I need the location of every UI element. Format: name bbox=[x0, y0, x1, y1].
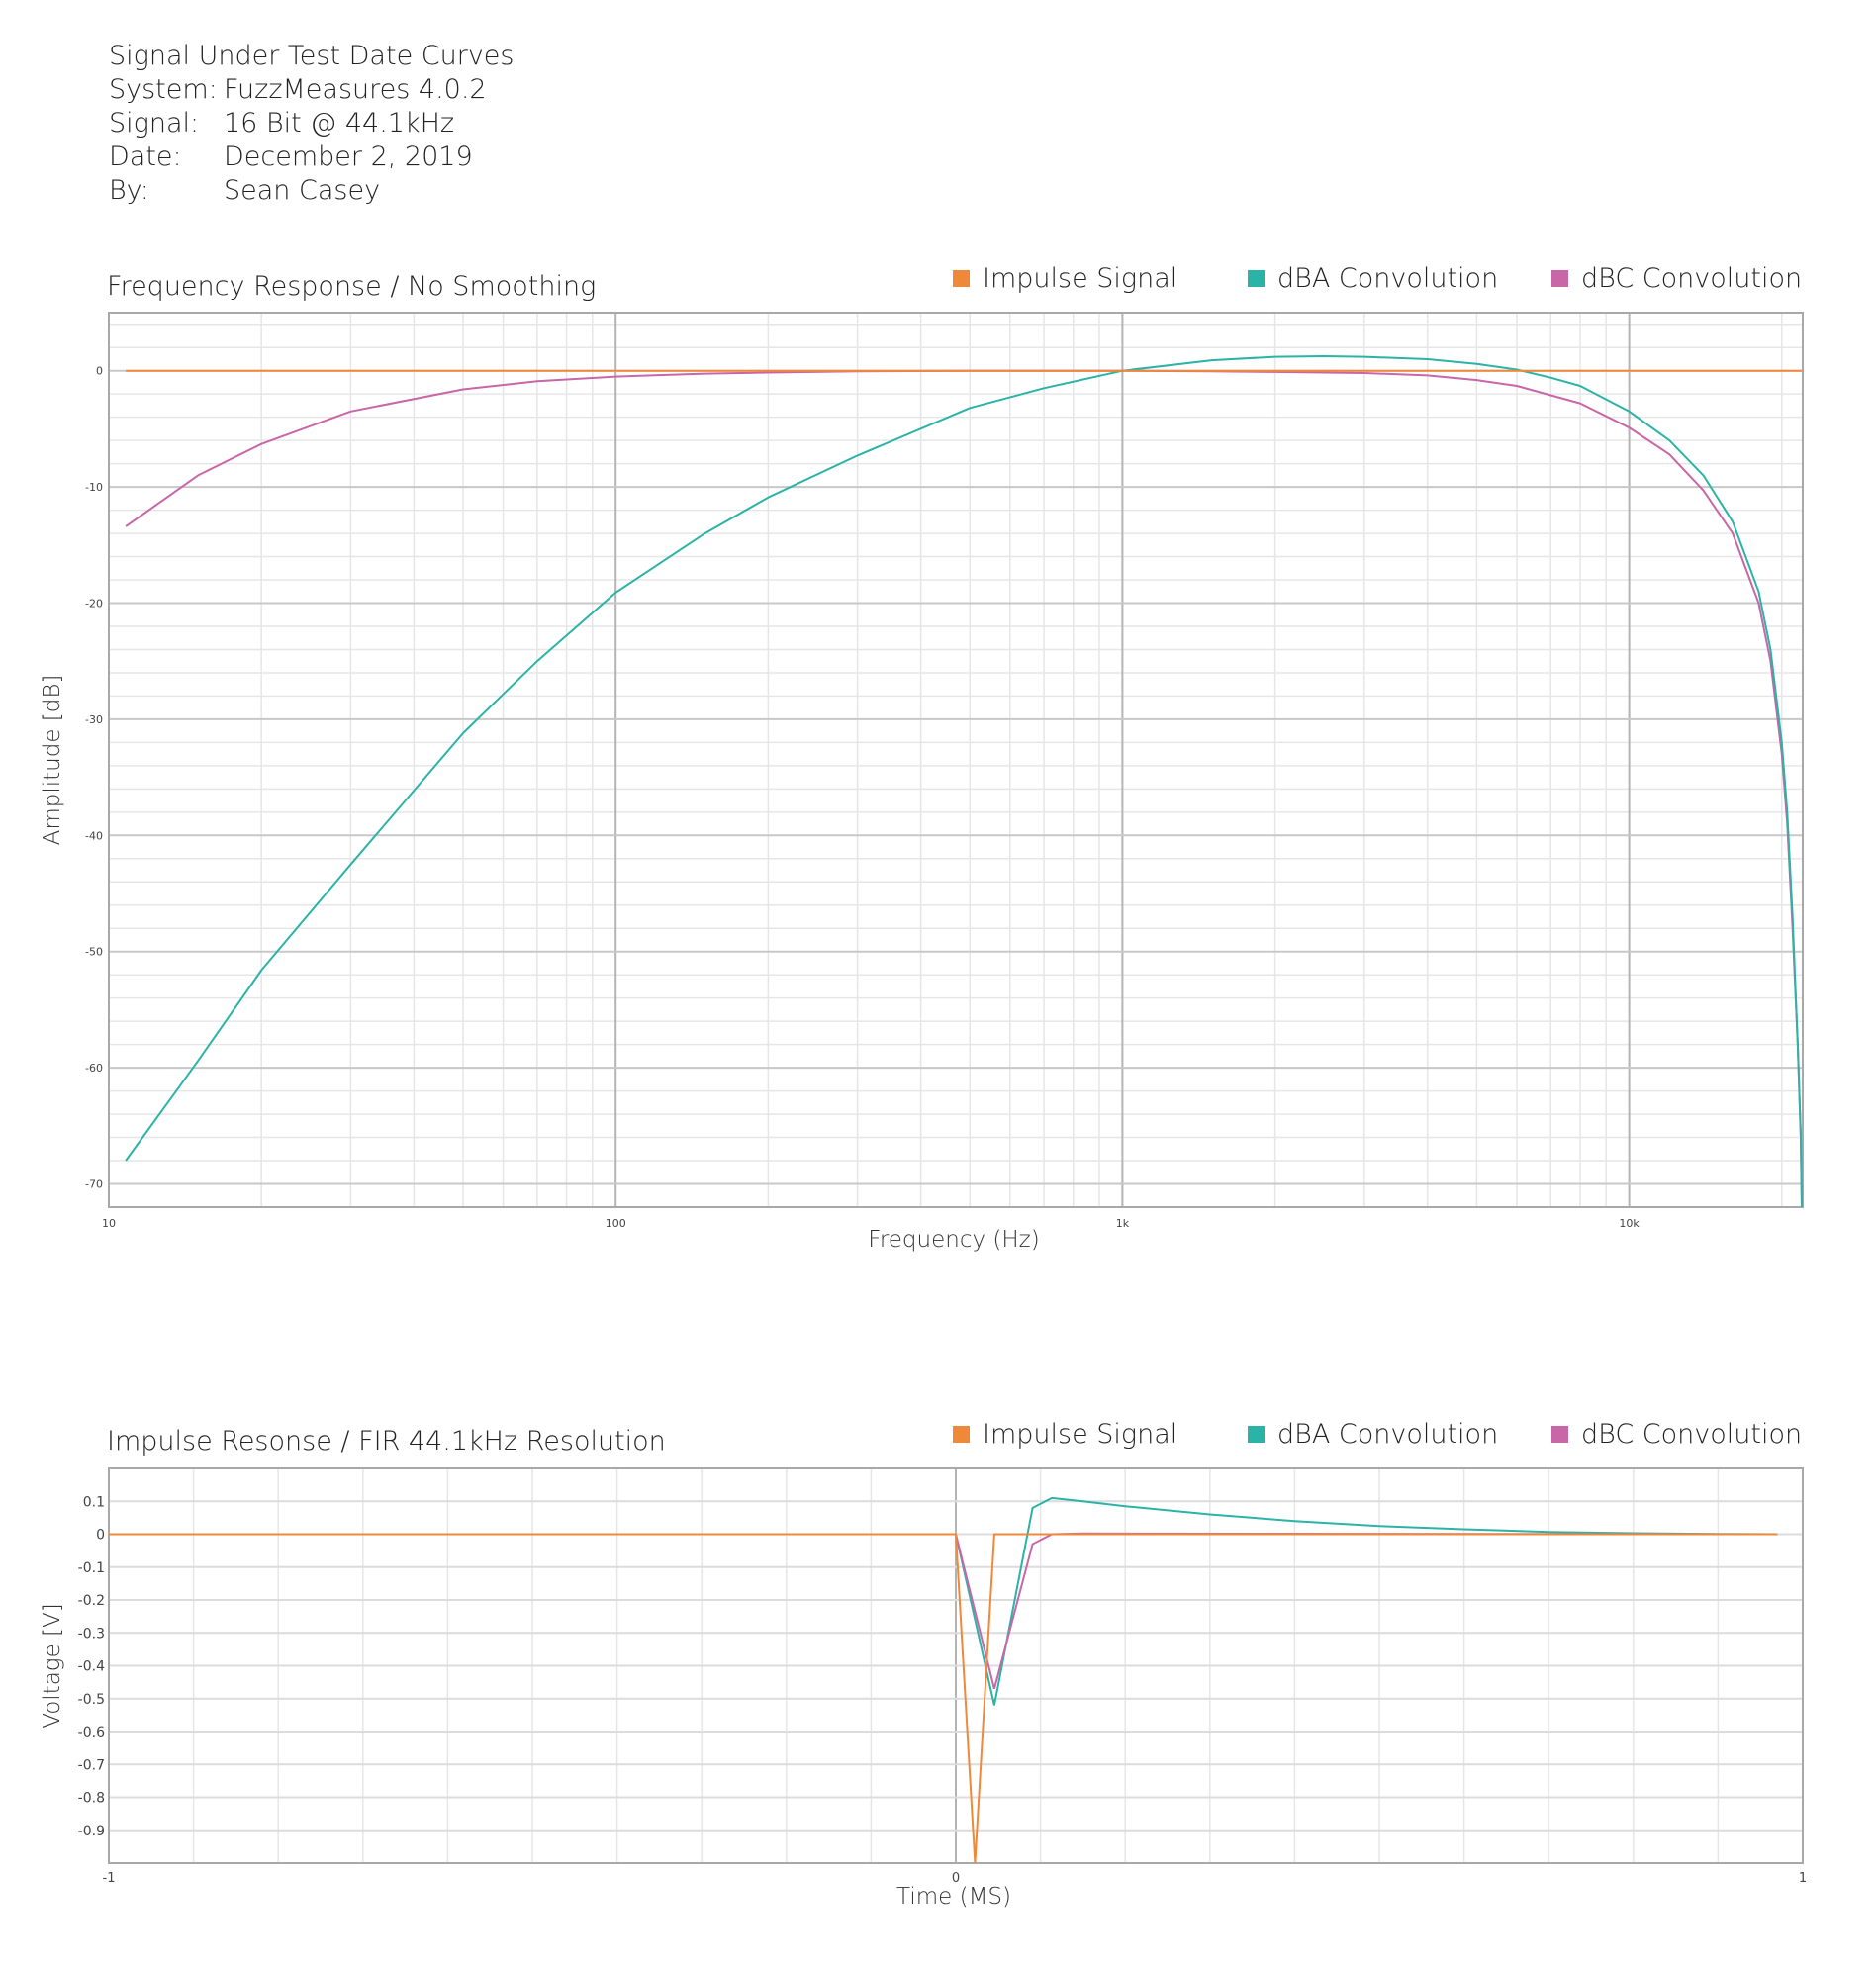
y-tick-label: -40 bbox=[85, 829, 103, 842]
signal-row: Signal: 16 Bit @ 44.1kHz bbox=[109, 107, 514, 141]
legend-label-dba-convolution: dBA Convolution bbox=[1277, 263, 1498, 294]
series-group bbox=[109, 1496, 1778, 1864]
grid bbox=[109, 1468, 1803, 1863]
series-line-impulse-signal bbox=[109, 1533, 1778, 1864]
x-tick-label: -1 bbox=[103, 1871, 116, 1886]
x-tick-label: 100 bbox=[606, 1217, 626, 1230]
tick-labels: 0 -10 -20 -30 -40 -50 -60 -70 10 100 1k 10k bbox=[85, 365, 1640, 1230]
x-axis-label: Time (MS) bbox=[896, 1884, 1011, 1910]
by-row: By: Sean Casey bbox=[109, 174, 514, 208]
x-tick-label: 1k bbox=[1116, 1217, 1130, 1230]
date-label: Date: bbox=[109, 141, 182, 172]
date-value: December 2, 2019 bbox=[224, 141, 473, 172]
y-tick-label: -0.9 bbox=[78, 1824, 105, 1839]
y-tick-label: -0.2 bbox=[78, 1593, 105, 1609]
y-tick-label: -0.3 bbox=[78, 1626, 105, 1642]
y-tick-label: -0.6 bbox=[78, 1725, 105, 1740]
by-value: Sean Casey bbox=[224, 175, 381, 206]
legend-swatch-impulse-signal bbox=[953, 1426, 970, 1443]
legend-label-impulse-signal: Impulse Signal bbox=[983, 263, 1177, 294]
series-line-dba-convolution bbox=[109, 1496, 1778, 1706]
y-tick-label: -60 bbox=[85, 1062, 103, 1075]
signal-value: 16 Bit @ 44.1kHz bbox=[224, 108, 455, 139]
legend-label-dbc-convolution: dBC Convolution bbox=[1581, 263, 1802, 294]
series-line-dbc-convolution bbox=[125, 369, 1803, 1208]
series-group bbox=[125, 355, 1803, 1208]
legend-swatch-impulse-signal bbox=[953, 270, 970, 287]
y-tick-label: -0.8 bbox=[78, 1791, 105, 1807]
plot-frame bbox=[108, 312, 1804, 1208]
date-row: Date: December 2, 2019 bbox=[109, 141, 514, 174]
legend-swatch-dba-convolution bbox=[1248, 270, 1265, 287]
report-title-text: Signal Under Test Date Curves bbox=[109, 41, 515, 71]
legend-label-dbc-convolution: dBC Convolution bbox=[1581, 1419, 1802, 1450]
x-tick-label: 0 bbox=[952, 1871, 960, 1886]
legend-swatch-dba-convolution bbox=[1248, 1426, 1265, 1443]
x-tick-label: 10 bbox=[102, 1217, 116, 1230]
legend-swatch-dbc-convolution bbox=[1551, 1426, 1568, 1443]
series-line-dba-convolution bbox=[125, 355, 1803, 1208]
y-tick-label: -50 bbox=[85, 946, 103, 959]
signal-label: Signal: bbox=[109, 108, 200, 139]
tick-labels: 0.1 0 -0.1 -0.2 -0.3 -0.4 -0.5 -0.6 -0.7 -0.8 -0.9… bbox=[78, 1494, 1807, 1886]
legend: Impulse Signal dBA Convolution dBC Convolu… bbox=[953, 1419, 1802, 1450]
chart-2: 0.1 0 -0.1 -0.2 -0.3 -0.4 -0.5 -0.6 -0.7 -0.8 -0.9… bbox=[40, 1419, 1807, 1910]
chart-1: 0 -10 -20 -30 -40 -50 -60 -70 10 100 1k 10k Frequenc… bbox=[40, 263, 1804, 1253]
y-tick-label: -70 bbox=[85, 1178, 103, 1191]
y-tick-label: 0 bbox=[96, 1528, 105, 1544]
y-tick-label: -20 bbox=[85, 598, 103, 611]
x-tick-label: 10k bbox=[1619, 1217, 1640, 1230]
legend-label-impulse-signal: Impulse Signal bbox=[983, 1419, 1177, 1450]
legend-swatch-dbc-convolution bbox=[1551, 270, 1568, 287]
x-tick-label: 1 bbox=[1799, 1871, 1807, 1886]
y-tick-label: -0.7 bbox=[78, 1757, 105, 1773]
report-header: Signal Under Test Date Curves System: Fu… bbox=[109, 40, 514, 208]
chart-title: Impulse Resonse / FIR 44.1kHz Resolution bbox=[107, 1426, 666, 1456]
legend: Impulse Signal dBA Convolution dBC Convolu… bbox=[953, 263, 1802, 294]
chart-title: Frequency Response / No Smoothing bbox=[107, 271, 596, 302]
y-axis-label: Amplitude [dB] bbox=[40, 675, 65, 846]
by-label: By: bbox=[109, 175, 149, 206]
y-tick-label: 0 bbox=[96, 365, 103, 378]
system-label: System: bbox=[109, 74, 218, 105]
y-tick-label: -10 bbox=[85, 481, 103, 494]
legend-label-dba-convolution: dBA Convolution bbox=[1277, 1419, 1498, 1450]
y-tick-label: -30 bbox=[85, 713, 103, 726]
x-axis-label: Frequency (Hz) bbox=[868, 1227, 1039, 1253]
grid bbox=[109, 313, 1803, 1208]
y-tick-label: -0.4 bbox=[78, 1659, 105, 1675]
system-row: System: FuzzMeasures 4.0.2 bbox=[109, 73, 514, 107]
system-value: FuzzMeasures 4.0.2 bbox=[224, 74, 487, 105]
y-axis-label: Voltage [V] bbox=[40, 1603, 65, 1728]
report-title: Signal Under Test Date Curves bbox=[109, 40, 514, 73]
y-tick-label: -0.1 bbox=[78, 1560, 105, 1576]
y-tick-label: -0.5 bbox=[78, 1692, 105, 1708]
plot-frame bbox=[108, 1467, 1804, 1864]
y-tick-label: 0.1 bbox=[83, 1494, 105, 1510]
